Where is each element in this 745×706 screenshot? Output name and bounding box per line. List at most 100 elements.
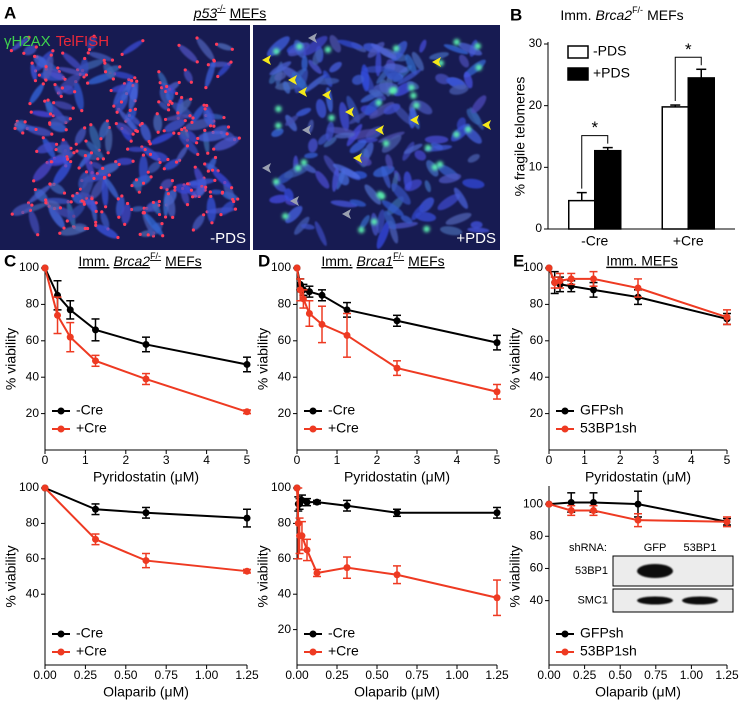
- telomere-spot: [87, 47, 92, 52]
- x-axis-label: Olaparib (μM): [595, 684, 681, 700]
- x-tick-label: 1.25: [485, 668, 509, 682]
- data-point: [305, 288, 313, 296]
- telomere-spot: [54, 147, 58, 152]
- telomere-spot: [33, 79, 38, 83]
- chromosome: [187, 178, 215, 186]
- chromosome: [304, 152, 318, 159]
- telomere-spot: [104, 205, 108, 209]
- telomere-spot: [190, 120, 194, 124]
- telomere-spot: [185, 144, 190, 148]
- telomere-spot: [105, 119, 109, 123]
- data-point: [142, 509, 150, 517]
- telomere-spot: [116, 197, 120, 201]
- panel-label: A: [4, 3, 16, 22]
- telomere-spot: [189, 188, 194, 192]
- chromosome: [337, 171, 350, 186]
- legend-marker: [561, 648, 569, 656]
- y-tick-label: 60: [26, 333, 40, 347]
- data-point: [393, 364, 401, 372]
- chromosome: [197, 130, 228, 142]
- telomere-spot: [59, 94, 63, 98]
- telomere-spot: [69, 200, 73, 204]
- telomere-spot: [174, 91, 179, 96]
- legend-marker: [561, 425, 569, 433]
- title-part: MEFs: [408, 253, 445, 269]
- chromosome: [466, 108, 481, 125]
- y-tick-label: 20: [529, 98, 543, 112]
- chromosome: [378, 131, 405, 143]
- telomere-spot: [117, 162, 121, 167]
- x-tick-label: 0: [546, 453, 553, 467]
- x-tick-label: 0.00: [537, 668, 561, 682]
- telomere-spot: [237, 136, 241, 140]
- foci: [378, 193, 386, 200]
- chromosome: [308, 138, 318, 153]
- y-tick-label: 30: [529, 36, 543, 50]
- x-tick-label: 2: [374, 453, 381, 467]
- telomere-spot: [220, 190, 225, 194]
- legend-label: 53BP1sh: [580, 420, 637, 436]
- telomere-spot: [195, 36, 199, 40]
- legend-marker: [309, 425, 317, 433]
- telomere-spot: [193, 165, 197, 169]
- data-point: [551, 279, 559, 287]
- x-tick-label: 3: [163, 453, 170, 467]
- chromosome: [33, 55, 47, 68]
- telomere-spot: [146, 233, 150, 237]
- telomere-spot: [188, 114, 192, 118]
- telomere-spot: [114, 160, 118, 164]
- telomere-spot: [160, 222, 164, 226]
- chromosome: [369, 89, 384, 97]
- telomere-spot: [151, 200, 155, 205]
- panel-label: C: [4, 251, 16, 270]
- telomere-spot: [233, 207, 238, 211]
- chromosome: [316, 77, 340, 85]
- data-point: [493, 339, 501, 347]
- telomere-spot: [10, 212, 14, 216]
- chromosome: [185, 130, 198, 144]
- telomere-spot: [32, 179, 36, 183]
- significance-bracket: [674, 56, 702, 102]
- telomere-spot: [83, 153, 88, 158]
- chromosome: [178, 44, 198, 63]
- x-tick-label: 1.00: [445, 668, 469, 682]
- telomere-spot: [62, 191, 67, 195]
- telomere-spot: [130, 183, 134, 188]
- data-point: [142, 557, 150, 565]
- chart-title: Imm. Brca2F/- MEFs: [78, 251, 201, 268]
- foci: [328, 114, 335, 122]
- arrowhead: [353, 153, 362, 163]
- foci: [408, 84, 415, 91]
- y-tick-label: 80: [278, 516, 292, 530]
- telomere-spot: [58, 231, 62, 235]
- x-tick-label: 1: [82, 453, 89, 467]
- y-tick-label: 100: [271, 480, 291, 494]
- chromosome: [376, 220, 390, 249]
- telomere-spot: [174, 160, 179, 164]
- y-tick-label: 20: [278, 406, 292, 420]
- title-part: Imm.: [78, 253, 109, 269]
- chromosome: [32, 161, 53, 182]
- panel-label: D: [258, 251, 270, 270]
- telomere-spot: [189, 80, 193, 84]
- chromosome: [105, 65, 120, 74]
- telomere-spot: [158, 160, 162, 165]
- data-point: [92, 326, 99, 334]
- telomere-spot: [51, 49, 55, 53]
- legend-label: GFPsh: [580, 625, 624, 641]
- chromosome: [143, 212, 164, 236]
- telomere-spot: [163, 215, 168, 219]
- panel-label: B: [510, 5, 522, 24]
- chromosome: [47, 156, 68, 166]
- chromosome: [85, 140, 104, 160]
- foci: [382, 140, 390, 147]
- telomere-spot: [134, 178, 139, 182]
- telomere-spot: [159, 186, 163, 190]
- chromosome: [210, 189, 223, 195]
- chromosome: [87, 36, 97, 50]
- chromosome: [49, 182, 65, 195]
- telomere-spot: [101, 157, 105, 161]
- telomere-spot: [128, 108, 132, 112]
- chromosome: [334, 132, 355, 139]
- chromosome: [269, 194, 289, 204]
